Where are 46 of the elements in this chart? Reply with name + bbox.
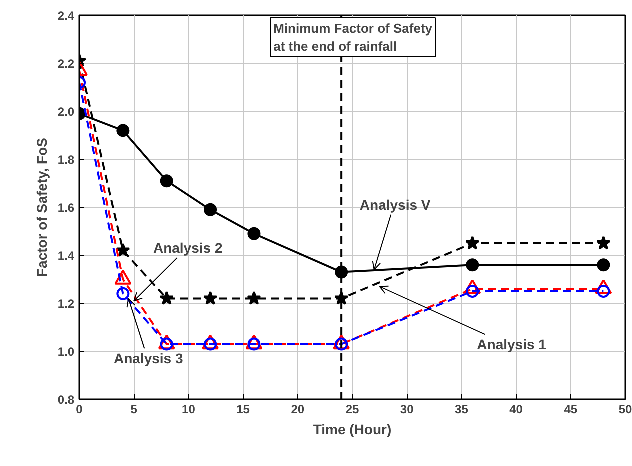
point (160, 291, 174, 305)
point (597, 258, 610, 272)
point (160, 174, 174, 188)
point (202, 334, 220, 350)
x-axis-title: Time (Hour) (313, 422, 392, 438)
point (204, 203, 218, 216)
ref-line-label: Minimum Factor of Safety at the end of rainfall (274, 21, 434, 54)
y-tick-label: 2.4 (58, 9, 75, 23)
y-tick-label: 0.8 (58, 393, 75, 407)
y-tick-label: 1.2 (58, 297, 75, 311)
x-tick-label: 40 (510, 402, 524, 416)
point (596, 236, 611, 250)
point (248, 227, 261, 240)
point (466, 285, 480, 298)
point (466, 258, 480, 272)
annotation: Analysis 1 (477, 336, 547, 353)
x-tick-label: 5 (130, 402, 138, 416)
point (247, 291, 262, 305)
point (203, 291, 218, 305)
y-tick-label: 1.4 (58, 249, 75, 263)
x-tick-label: 0 (76, 402, 84, 416)
x-tick-label: 10 (182, 402, 196, 416)
point (335, 266, 348, 279)
y-tick-label: 1.0 (58, 345, 75, 359)
y-tick-label: 1.6 (58, 201, 75, 215)
point (116, 124, 130, 138)
annotation: Analysis V (360, 196, 432, 213)
point (116, 287, 130, 300)
y-tick-label: 2.2 (58, 57, 75, 71)
point (158, 334, 176, 350)
y-tick-label: 2.0 (58, 105, 75, 119)
point (246, 334, 263, 350)
point (465, 236, 480, 250)
x-tick-label: 50 (618, 402, 632, 416)
x-tick-label: 20 (291, 402, 305, 416)
y-tick-label: 1.8 (58, 153, 75, 167)
y-axis-title: Factor of Safety, FoS (34, 138, 50, 277)
point (116, 243, 130, 257)
annotation: Analysis 2 (153, 240, 223, 256)
point (333, 334, 350, 350)
x-tick-label: 15 (236, 402, 250, 416)
x-tick-label: 45 (564, 402, 578, 416)
x-tick-label: 35 (455, 402, 469, 416)
x-tick-label: 30 (400, 402, 414, 416)
annotation: Analysis 3 (114, 350, 184, 367)
x-tick-label: 25 (346, 402, 360, 416)
